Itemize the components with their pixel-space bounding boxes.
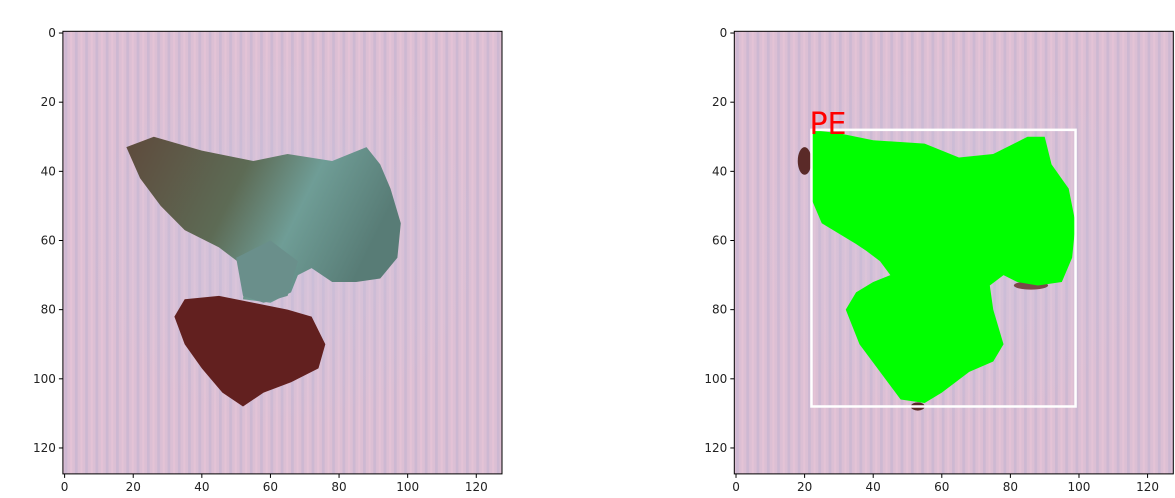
x-tick-label: 20 <box>126 480 141 494</box>
image <box>734 31 1174 474</box>
image <box>62 31 503 474</box>
y-tick-label: 120 <box>33 441 56 455</box>
y-tick-label: 80 <box>712 303 727 317</box>
image-panel <box>62 31 503 474</box>
x-tick-label: 100 <box>1068 480 1091 494</box>
y-tick-label: 100 <box>33 372 56 386</box>
x-tick-label: 100 <box>396 480 419 494</box>
image-panel <box>734 31 1174 474</box>
x-tick-label: 20 <box>797 480 812 494</box>
y-tick-label: 80 <box>41 303 56 317</box>
x-tick-label: 40 <box>866 480 881 494</box>
y-tick-label: 0 <box>720 26 728 40</box>
x-tick-label: 60 <box>934 480 949 494</box>
x-tick-label: 0 <box>61 480 69 494</box>
y-tick-label: 40 <box>41 164 56 178</box>
y-tick-label: 60 <box>41 233 56 247</box>
axes-frame <box>733 30 1174 475</box>
y-tick-label: 20 <box>41 95 56 109</box>
x-tick-label: 40 <box>194 480 209 494</box>
x-tick-label: 80 <box>1003 480 1018 494</box>
y-tick-label: 20 <box>712 95 727 109</box>
y-tick-label: 0 <box>48 26 56 40</box>
y-tick-label: 100 <box>704 372 727 386</box>
box-label: PE <box>809 107 846 142</box>
y-tick-label: 40 <box>712 164 727 178</box>
x-tick-label: 80 <box>331 480 346 494</box>
x-tick-label: 0 <box>732 480 740 494</box>
x-tick-label: 120 <box>465 480 488 494</box>
x-tick-label: 60 <box>263 480 278 494</box>
x-tick-label: 120 <box>1136 480 1159 494</box>
bounding-box <box>810 128 1077 408</box>
y-tick-label: 120 <box>704 441 727 455</box>
axes-frame <box>62 30 503 475</box>
y-tick-label: 60 <box>712 233 727 247</box>
